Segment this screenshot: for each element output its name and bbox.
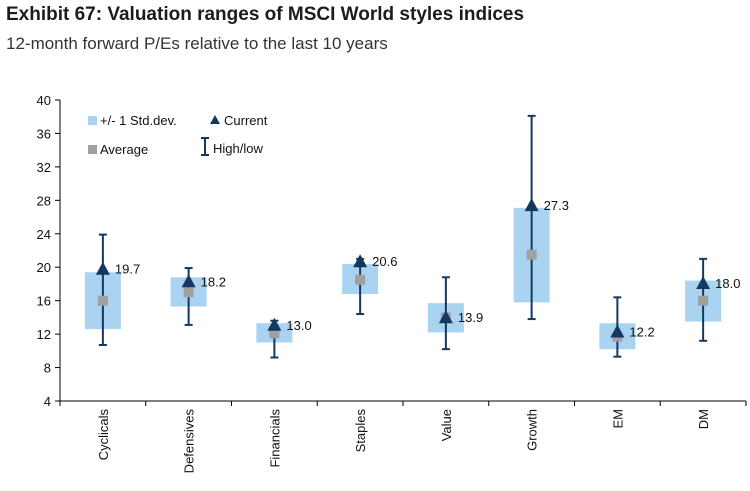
current-marker [353,254,368,268]
current-value-label: 13.0 [286,318,311,333]
legend-band-label: +/- 1 Std.dev. [100,113,177,128]
current-marker [610,324,625,338]
average-marker [698,295,709,306]
y-tick-label: 24 [37,227,51,242]
current-value-label: 12.2 [629,324,654,339]
current-value-label: 27.3 [544,198,569,213]
y-tick-label: 20 [37,260,51,275]
current-marker [438,310,453,324]
y-tick-label: 16 [37,294,51,309]
category-label: Financials [267,409,282,468]
category-label: Value [439,409,454,441]
average-marker [526,249,537,260]
average-marker [183,287,194,298]
current-value-label: 18.2 [201,274,226,289]
chart-subtitle: 12-month forward P/Es relative to the la… [6,34,388,53]
current-marker [696,275,711,289]
legend-current-label: Current [224,113,268,128]
legend-current-swatch [210,115,220,124]
y-tick-label: 40 [37,93,51,108]
legend-highlow-label: High/low [213,141,263,156]
current-value-label: 13.9 [458,310,483,325]
current-marker [267,317,282,331]
category-label: Growth [525,409,540,451]
legend-average-swatch [88,145,97,154]
chart-marks: 19.7 18.2 13.0 20.6 13.9 27.3 12.2 18.0 [84,114,740,359]
legend: +/- 1 Std.dev. Current Average High/low [88,113,268,157]
y-tick-label: 36 [37,126,51,141]
y-tick-label: 4 [44,394,51,409]
average-marker [97,295,108,306]
category-label: EM [610,409,625,429]
current-value-label: 18.0 [715,276,740,291]
legend-band-swatch [88,116,97,125]
category-label: DM [696,409,711,429]
legend-highlow-swatch [201,137,209,156]
axes: 4 8 12 16 20 24 28 32 36 40 Cyclicals Defensives Fin… [37,93,747,474]
current-marker [181,274,196,288]
category-label: Staples [353,409,368,453]
category-label: Cyclicals [96,409,111,461]
y-tick-label: 32 [37,160,51,175]
chart-title: Exhibit 67: Valuation ranges of MSCI Wor… [6,4,525,25]
y-tick-label: 8 [44,361,51,376]
current-value-label: 20.6 [372,254,397,269]
average-marker [355,274,366,285]
current-value-label: 19.7 [115,262,140,277]
y-tick-label: 12 [37,327,51,342]
legend-average-label: Average [100,142,148,157]
current-marker [524,198,539,212]
current-marker [95,261,110,275]
category-label: Defensives [182,409,197,474]
y-tick-label: 28 [37,193,51,208]
average-marker [269,328,280,339]
